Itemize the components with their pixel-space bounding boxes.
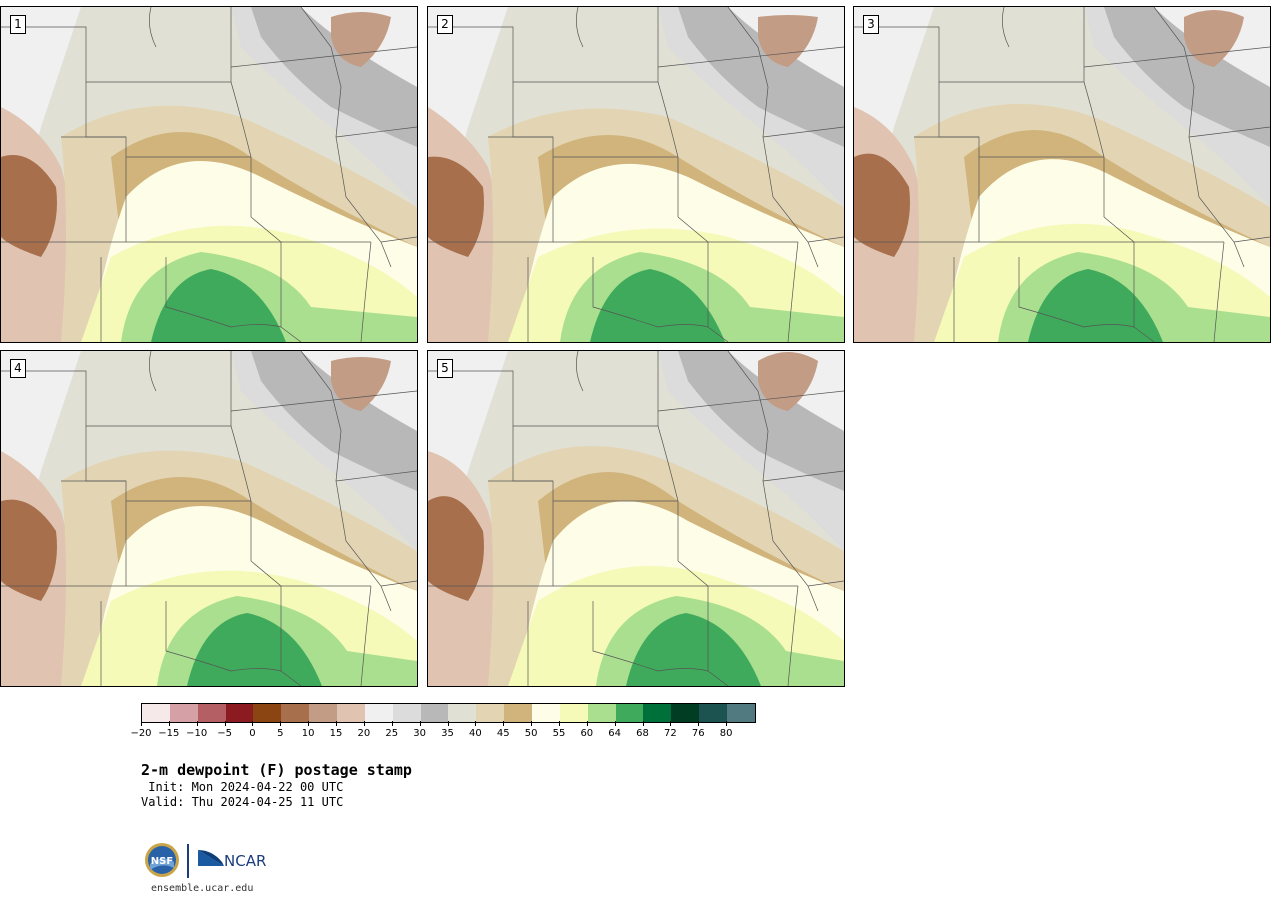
panel-number-label: 3: [863, 15, 879, 34]
colorbar-tick-label: −10: [186, 728, 208, 739]
colorbar-tick-label: 30: [413, 728, 426, 739]
colorbar-tick-label: 40: [468, 728, 482, 739]
colorbar-swatch: [253, 704, 282, 722]
colorbar-tick: [141, 721, 142, 726]
colorbar-tick-label: 80: [719, 728, 733, 739]
colorbar-swatch: [197, 704, 226, 722]
colorbar-tick: [614, 721, 616, 726]
colorbar-tick-label: 5: [277, 728, 284, 739]
colorbar-tick-label: 55: [552, 728, 566, 739]
colorbar-tick: [698, 721, 700, 726]
colorbar-tick: [168, 721, 170, 726]
ncar-logo-icon: NCAR: [198, 850, 266, 870]
colorbar-swatch: [671, 704, 700, 722]
colorbar-tick-label: 72: [664, 728, 677, 739]
plot-title: 2-m dewpoint (F) postage stamp: [141, 761, 412, 779]
site-url: ensemble.ucar.edu: [151, 883, 254, 894]
map-panel: 4: [0, 350, 418, 687]
colorbar-tick: [503, 721, 505, 726]
colorbar-tick: [280, 721, 282, 726]
svg-text:NCAR: NCAR: [224, 852, 266, 870]
panel-number-label: 2: [437, 15, 453, 34]
logos: NSF NCAR: [144, 842, 274, 882]
colorbar-swatch: [532, 704, 560, 722]
map-panel: 1: [0, 6, 418, 343]
colorbar-tick: [363, 721, 365, 726]
init-time: Init: Mon 2024-04-22 00 UTC: [141, 780, 344, 794]
colorbar-tick-label: 68: [636, 728, 649, 739]
colorbar-tick-label: 20: [357, 728, 371, 739]
panel-number-label: 4: [10, 359, 26, 378]
colorbar-tick-label: 10: [301, 728, 315, 739]
colorbar-swatch: [727, 704, 755, 722]
colorbar-swatch: [281, 704, 310, 722]
colorbar-tick: [224, 721, 226, 726]
colorbar-tick-label: −5: [217, 728, 232, 739]
colorbar-tick-label: −15: [158, 728, 180, 739]
colorbar-swatch: [364, 704, 393, 722]
colorbar-tick-label: 25: [385, 728, 399, 739]
colorbar-tick-label: −20: [130, 728, 152, 739]
colorbar-swatch: [142, 704, 170, 722]
map-panel: 5: [427, 350, 845, 687]
colorbar-tick: [726, 721, 728, 726]
colorbar-tick: [391, 721, 393, 726]
colorbar-swatch: [476, 704, 505, 722]
colorbar-swatch: [420, 704, 449, 722]
colorbar-tick: [308, 721, 310, 726]
colorbar-tick-label: 45: [496, 728, 510, 739]
colorbar-swatch: [337, 704, 365, 722]
colorbar-swatch: [643, 704, 672, 722]
colorbar-tick-label: 15: [329, 728, 343, 739]
panel-number-label: 5: [437, 359, 453, 378]
colorbar-swatch: [309, 704, 338, 722]
svg-text:NSF: NSF: [151, 856, 173, 867]
colorbar-swatch: [169, 704, 198, 722]
colorbar-tick: [642, 721, 644, 726]
colorbar-ticks: −20 −15 −10 −5 0 5 10 15 20 25 30 35 40 45 50 55 60 64 68 7…: [130, 721, 756, 741]
colorbar-swatch: [587, 704, 616, 722]
colorbar-swatch: [448, 704, 477, 722]
colorbar-tick: [586, 721, 588, 726]
colorbar-tick: [419, 721, 421, 726]
colorbar-swatch: [504, 704, 533, 722]
colorbar-swatch: [225, 704, 254, 722]
colorbar-tick: [475, 721, 477, 726]
colorbar-tick-label: 0: [249, 728, 256, 739]
colorbar-tick: [670, 721, 672, 726]
colorbar-swatch: [699, 704, 728, 722]
colorbar-swatch: [559, 704, 588, 722]
colorbar-tick: [252, 721, 254, 726]
colorbar-swatch: [392, 704, 421, 722]
colorbar-tick: [531, 721, 533, 726]
colorbar-tick-label: 64: [608, 728, 622, 739]
colorbar-tick: [558, 721, 560, 726]
colorbar-tick: [196, 721, 198, 726]
valid-time: Valid: Thu 2024-04-25 11 UTC: [141, 795, 344, 809]
colorbar-tick: [447, 721, 449, 726]
map-panel: 3: [853, 6, 1271, 343]
map-panel: 2: [427, 6, 845, 343]
colorbar-tick-label: 50: [524, 728, 538, 739]
colorbar: [141, 703, 756, 723]
colorbar-tick-label: 76: [691, 728, 705, 739]
colorbar-tick: [336, 721, 338, 726]
panel-number-label: 1: [10, 15, 26, 34]
colorbar-tick-label: 35: [441, 728, 454, 739]
nsf-logo-icon: NSF: [145, 843, 179, 877]
colorbar-tick-label: 60: [580, 728, 594, 739]
colorbar-swatch: [615, 704, 644, 722]
